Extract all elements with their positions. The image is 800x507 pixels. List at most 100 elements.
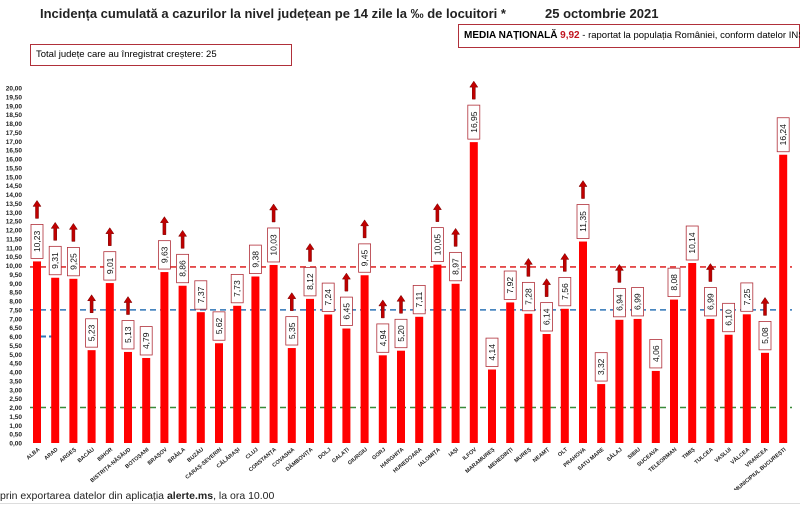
y-tick-label: 6,50 <box>9 325 22 332</box>
x-tick-label: BACĂU <box>76 446 96 464</box>
data-label-box <box>540 302 553 332</box>
data-label: 9,31 <box>50 252 60 269</box>
bar <box>469 142 478 443</box>
y-tick-label: 0,00 <box>9 441 22 448</box>
data-label: 7,28 <box>523 288 533 305</box>
data-label-box <box>85 318 98 348</box>
data-label-box <box>339 296 353 326</box>
increase-arrow-icon <box>68 222 78 242</box>
x-tick-label: ARGEȘ <box>59 447 78 464</box>
x-tick-label: MUREȘ <box>514 447 533 465</box>
data-label: 7,92 <box>505 277 515 294</box>
data-label-box <box>394 318 408 349</box>
data-label: 5,20 <box>396 325 406 342</box>
data-label: 16,24 <box>778 124 788 146</box>
y-tick-label: 17,00 <box>6 139 23 146</box>
increase-arrow-icon <box>105 227 115 246</box>
data-label-box <box>667 267 681 297</box>
data-label: 5,35 <box>287 322 297 339</box>
y-tick-label: 16,50 <box>6 148 23 155</box>
y-tick-label: 13,00 <box>6 210 23 217</box>
y-tick-label: 12,00 <box>6 228 23 235</box>
data-label: 7,73 <box>232 280 242 297</box>
bar <box>342 328 351 443</box>
data-label-box <box>449 251 463 282</box>
data-label-box <box>321 282 335 312</box>
increase-arrow-icon <box>760 296 770 316</box>
x-tick-label: TULCEA <box>694 447 715 466</box>
data-label-box <box>121 320 135 350</box>
y-tick-label: 6,00 <box>9 334 22 341</box>
data-label: 9,45 <box>360 250 370 267</box>
increase-arrow-icon <box>469 80 479 100</box>
data-label-box <box>358 243 372 273</box>
increase-arrow-icon <box>432 203 442 222</box>
increase-arrow-icon <box>705 263 715 282</box>
data-label-box <box>613 288 626 318</box>
data-label: 6,10 <box>724 309 734 326</box>
data-label-box <box>194 280 208 310</box>
y-tick-label: 12,50 <box>6 219 23 226</box>
y-tick-label: 1,00 <box>9 423 22 430</box>
y-tick-label: 11,50 <box>6 236 22 243</box>
increase-arrow-icon <box>50 221 60 241</box>
x-tick-label: SĂLAJ <box>605 446 623 463</box>
bar <box>69 278 78 443</box>
x-tick-label: ARAD <box>43 447 59 462</box>
data-label-box <box>430 227 444 263</box>
bar <box>160 272 169 443</box>
increase-arrow-icon <box>578 180 588 199</box>
data-label: 9,01 <box>105 257 115 274</box>
national-average-text: - raportat la populația României, confor… <box>579 30 800 41</box>
x-tick-label: GIURGIU <box>347 447 369 467</box>
data-label-box <box>139 326 153 356</box>
data-label: 9,25 <box>68 253 78 270</box>
increase-arrow-icon <box>341 272 351 292</box>
increase-arrow-icon <box>87 294 97 314</box>
x-tick-label: BRĂILA <box>166 446 186 465</box>
y-tick-label: 9,50 <box>9 272 22 279</box>
y-tick-label: 10,50 <box>6 254 23 261</box>
y-tick-label: 18,50 <box>6 112 23 119</box>
y-tick-label: 8,00 <box>9 299 22 306</box>
x-tick-label: CLUJ <box>245 447 260 461</box>
data-label: 9,63 <box>159 246 169 263</box>
total-increase-box: Total județe care au înregistrat creșter… <box>30 44 292 66</box>
bar <box>651 370 660 443</box>
bar <box>324 314 333 443</box>
increase-arrow-icon <box>287 292 297 311</box>
national-average-box: MEDIA NAȚIONALĂ 9,92 - raportat la popul… <box>458 24 800 48</box>
bar <box>215 343 223 443</box>
bar <box>51 277 60 443</box>
bar <box>724 334 733 443</box>
bar <box>433 264 442 443</box>
data-label: 7,24 <box>323 289 333 306</box>
data-label-box <box>631 287 644 317</box>
increase-arrow-icon <box>523 257 533 277</box>
data-label: 6,99 <box>705 293 715 310</box>
data-label: 10,03 <box>269 234 279 256</box>
bar <box>306 298 314 443</box>
bar <box>560 308 569 443</box>
bar <box>597 384 606 443</box>
y-tick-label: 20,00 <box>6 86 23 93</box>
data-label: 8,86 <box>178 260 188 277</box>
bar <box>124 351 132 443</box>
data-label: 7,37 <box>196 286 206 303</box>
y-tick-label: 5,00 <box>9 352 22 359</box>
data-label-box <box>758 321 772 351</box>
bar <box>579 241 587 443</box>
data-label-box <box>212 311 226 341</box>
bar <box>87 350 96 443</box>
national-average-value: 9,92 <box>560 30 580 41</box>
data-label: 7,25 <box>742 289 752 306</box>
bar <box>142 357 151 443</box>
data-label-box <box>303 267 317 297</box>
data-label: 6,99 <box>633 293 643 310</box>
y-tick-label: 14,00 <box>6 192 23 199</box>
y-tick-label: 7,50 <box>9 307 22 314</box>
footer-post: , la ora 10.00 <box>213 490 275 502</box>
data-label: 9,38 <box>250 251 260 268</box>
increase-arrow-icon <box>560 252 570 272</box>
bar <box>706 318 715 443</box>
